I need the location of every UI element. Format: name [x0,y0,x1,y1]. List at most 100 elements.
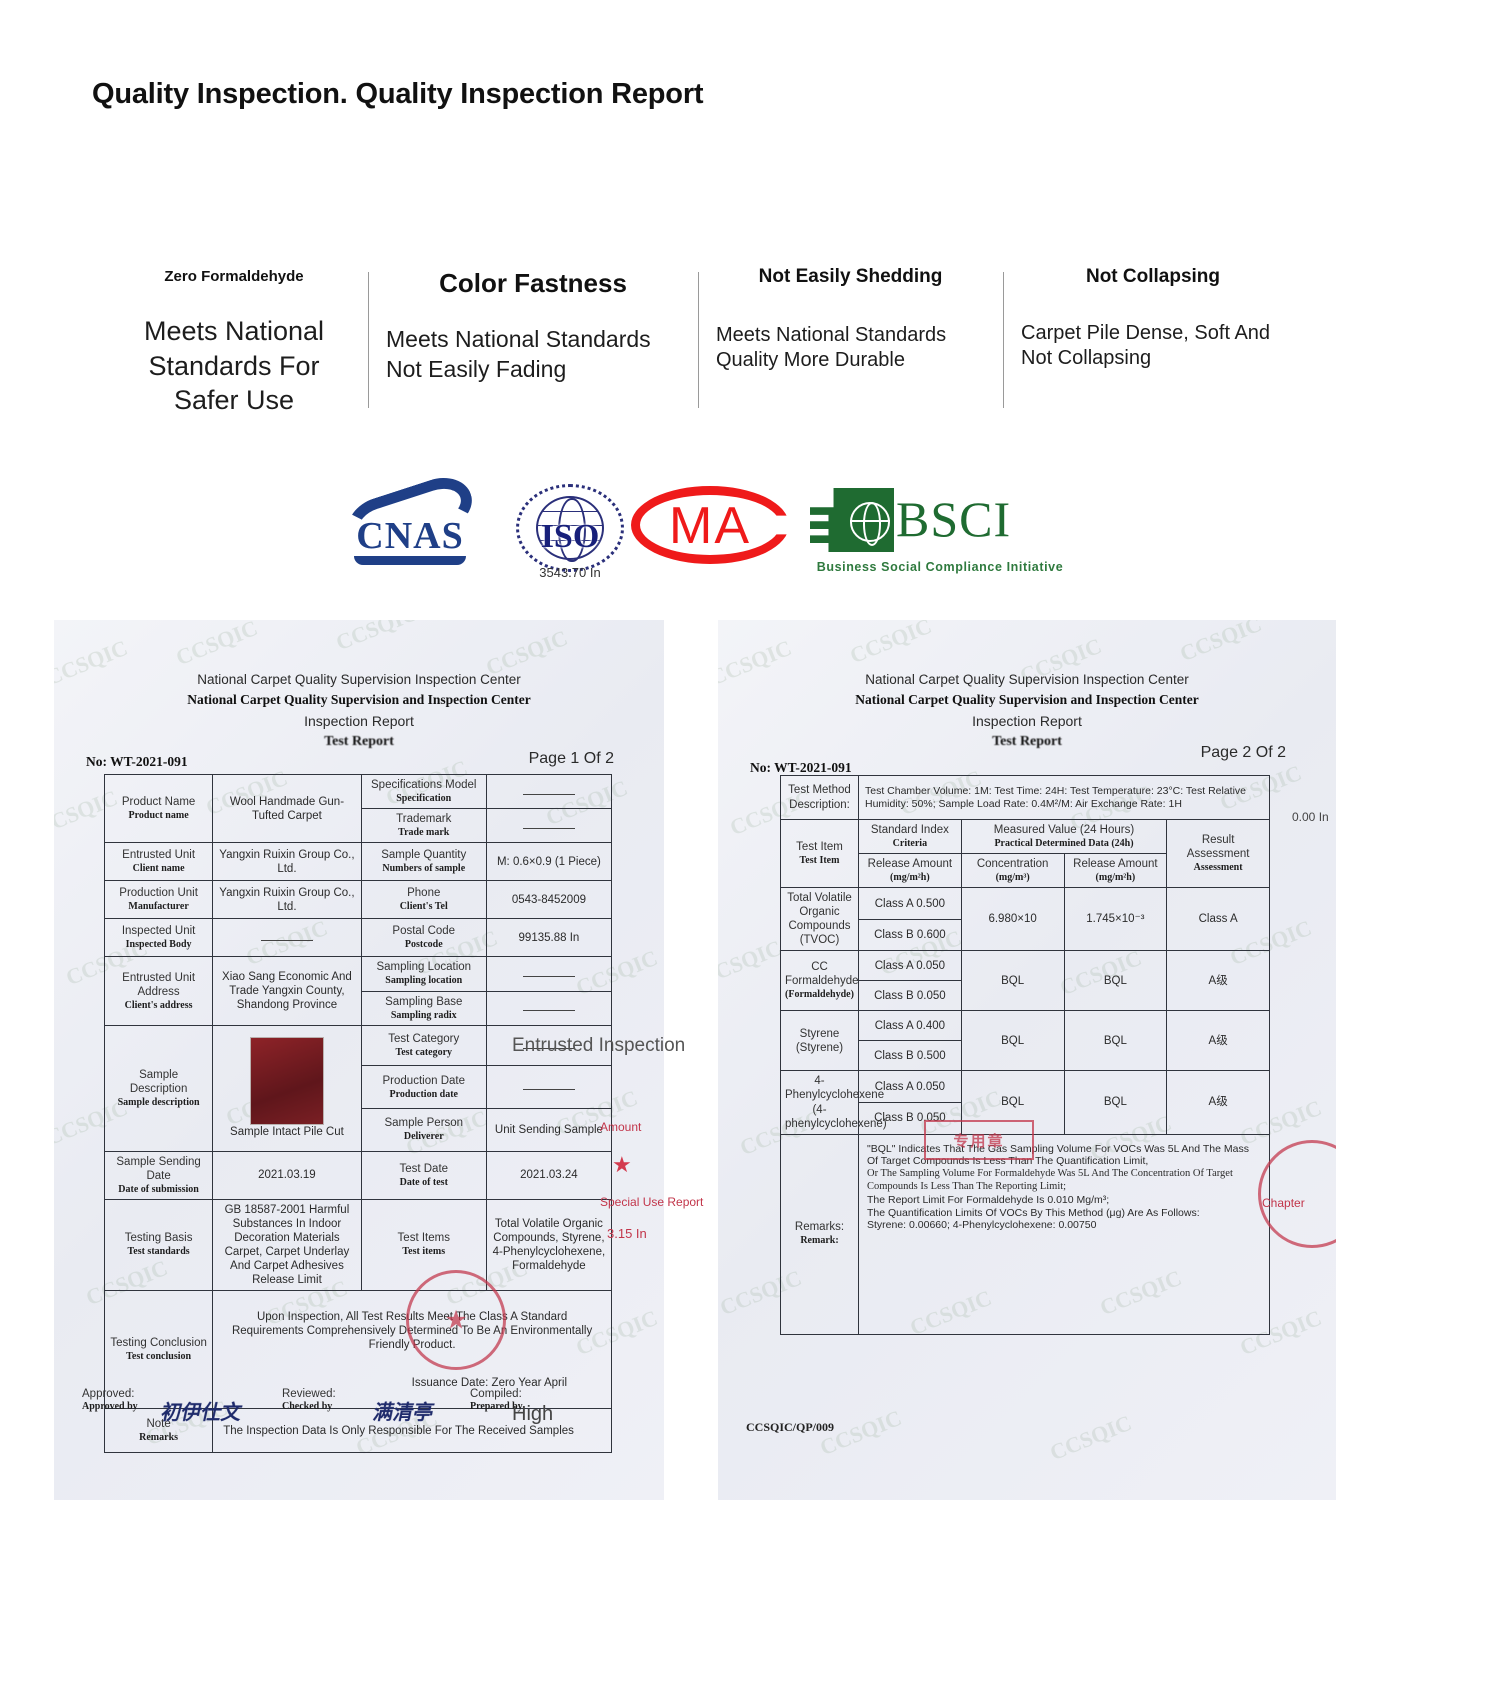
cell-sampling-location-label: Sampling Location Sampling location [360,956,487,992]
cell-test-date-value: 2021.03.24 [485,1150,613,1201]
official-rect-stamp-icon: 专用章 [924,1120,1034,1160]
cell-test-date-label: Test Date Date of test [360,1150,487,1201]
doc-heading-line-1: National Carpet Quality Supervision Insp… [197,672,521,687]
cell-test-items-value: Total Volatile Organic Compounds, Styren… [485,1199,613,1292]
header-standard-index: Standard Index Criteria [858,818,962,855]
table-row: Sampling Base Sampling radix [105,990,613,1026]
cell-method-value: Test Chamber Volume: 1M: Test Time: 24H:… [858,775,1270,820]
cma-wordmark: MA [669,497,751,555]
feature-card-not-collapsing: Not Collapsing Carpet Pile Dense, Soft A… [1003,248,1303,428]
blank-line [260,933,313,941]
feature-card-zero-formaldehyde: Zero Formaldehyde Meets National Standar… [100,248,368,428]
certificate-page-2[interactable]: CCSQIC CCSQIC CCSQIC CCSQIC CCSQIC CCSQI… [718,620,1336,1500]
cell-concentration: 6.980×10 [960,887,1065,952]
doc-number-label: No: [750,760,771,775]
cell-result: A级 [1166,950,1270,1012]
certification-logo-row: CNAS ISO 3543.70 In MA BSCI Business Soc… [330,469,1090,588]
signature-approved-ink: 初伊仕文 [159,1402,244,1424]
cell-class-a: Class A 0.050 [858,1070,962,1103]
table-row: Release Amount (mg/m²h) Concentration (m… [781,853,1270,889]
table-row: Class B 0.500 [781,1040,1270,1072]
cell-inspected-unit-label: Inspected Unit Inspected Body [103,918,214,958]
doc-number-value: WT-2021-091 [110,754,188,769]
bsci-wordmark: BSCI [896,491,1012,547]
signature-approved: Approved: Approved by [82,1388,138,1412]
overlay-special-use-report: Special Use Report [600,1195,704,1209]
cell-sampling-location-value [485,956,613,992]
cell-sending-date-value: 2021.03.19 [212,1150,362,1201]
cell-test-item-name: Styrene (Styrene) [780,1010,859,1072]
signature-reviewed-ink: 满清亭 [371,1402,436,1424]
feature-title: Color Fastness [439,268,627,298]
cell-class-a: Class A 0.050 [858,950,962,982]
cell-entrusted-address-label: Entrusted Unit Address Client's address [103,956,214,1026]
cell-test-item-name: Total Volatile Organic Compounds (TVOC) [780,887,859,952]
cell-inspected-unit-value [212,918,362,958]
cell-class-b: Class B 0.600 [858,918,962,952]
cell-postal-label: Postal Code Postcode [360,918,487,958]
feature-description: Meets National Standards For Safer Use [143,316,325,416]
remark-line: Styrene: 0.00660; 4-Phenylcyclohexene: 0… [867,1219,1097,1232]
bsci-globe-icon [850,502,890,546]
remark-line: The Report Limit For Formaldehyde Is 0.0… [867,1193,1110,1206]
doc-number-value: WT-2021-091 [774,760,852,775]
iso-logo-icon: ISO [510,482,630,580]
cell-product-name-label: Product Name Product name [103,773,214,844]
blank-line [522,969,575,977]
feature-description: Carpet Pile Dense, Soft And Not Collapsi… [1021,321,1271,370]
cell-sample-description-label: Sample Description Sample description [103,1024,214,1152]
test-results-table: Test Method Description: Test Chamber Vo… [780,775,1270,1335]
cell-production-date-value [485,1065,613,1110]
certificate-page-1[interactable]: CCSQIC CCSQIC CCSQIC CCSQIC CCSQIC CCSQI… [54,620,664,1500]
doc-heading-line-4: Test Report [324,734,394,749]
bsci-logo-icon: BSCI Business Social Compliance Initiati… [810,482,1070,586]
cell-trademark-value [485,808,613,844]
iso-globe-icon [536,496,604,562]
table-row: Styrene (Styrene) Class A 0.400 BQL BQL … [780,1010,1270,1072]
cell-sample-qty-value: M: 0.6×0.9 (1 Piece) [485,842,613,882]
table-row: Testing Basis Test standards GB 18587-20… [103,1199,613,1292]
cell-concentration: BQL [960,950,1065,1012]
table-row: Class B 0.600 [781,918,1270,952]
cell-test-item-name: 4-Phenylcyclohexene (4-phenylcyclohexene… [780,1070,887,1135]
table-row: Entrusted Unit Client name Yangxin Ruixi… [103,842,613,882]
cell-result: A级 [1166,1070,1270,1135]
table-row: Note Remarks The Inspection Data Is Only… [103,1408,612,1454]
cell-sampling-base-value [485,990,613,1026]
signature-compiled: Compiled: Prepared by [470,1388,523,1412]
feature-title: Not Collapsing [1085,266,1221,287]
doc-heading-line-1: National Carpet Quality Supervision Insp… [865,672,1189,687]
cell-release-amount: BQL [1063,1070,1168,1135]
feature-title: Not Easily Shedding [758,266,943,287]
doc-number: No: WT-2021-091 [86,754,188,770]
blank-line [522,821,575,829]
cell-class-a: Class A 0.400 [858,1010,962,1042]
cell-test-category-label: Test Category Test category [360,1024,487,1067]
cell-sample-person-label: Sample Person Deliverer [360,1108,487,1152]
cell-sampling-base-label: Sampling Base Sampling radix [360,990,487,1026]
doc-page-indicator: Page 2 Of 2 [1200,744,1286,761]
cell-production-unit-label: Production Unit Manufacturer [103,880,214,920]
header-release-amount-2: Release Amount (mg/m²h) [1063,853,1168,889]
table-row: Remarks: Remark: "BQL" Indicates That Th… [780,1133,1270,1335]
cell-class-b: Class B 0.500 [858,1040,962,1072]
cell-production-unit-value: Yangxin Ruixin Group Co., Ltd. [212,880,362,920]
cma-logo-icon: MA [625,482,795,572]
cell-entrusted-unit-value: Yangxin Ruixin Group Co., Ltd. [212,842,362,882]
table-row: Product Name Product name Wool Handmade … [103,773,613,844]
doc-number-label: No: [86,754,107,769]
cell-class-a: Class A 0.500 [858,887,962,920]
cell-release-amount: 1.745×10⁻³ [1063,887,1168,952]
table-row: Trademark Trade mark [105,808,613,844]
header-release-amount: Release Amount (mg/m²h) [858,853,962,889]
cell-test-item-name: CC Formaldehyde (Formaldehyde) [780,950,859,1012]
iso-ring-shape [516,484,624,572]
cell-sending-date-label: Sample Sending Date Date of submission [103,1150,214,1201]
signature-row: Approved: Approved by 初伊仕文 Reviewed: Che… [82,1388,636,1432]
doc-heading-line-2: National Carpet Quality Supervision and … [187,692,531,707]
sample-swatch-image [249,1037,324,1126]
cell-release-amount: BQL [1063,1010,1168,1072]
cell-entrusted-unit-label: Entrusted Unit Client name [103,842,214,882]
cell-product-name-value: Wool Handmade Gun-Tufted Carpet [212,773,362,844]
cell-conclusion-label: Testing Conclusion Test conclusion [103,1290,214,1410]
